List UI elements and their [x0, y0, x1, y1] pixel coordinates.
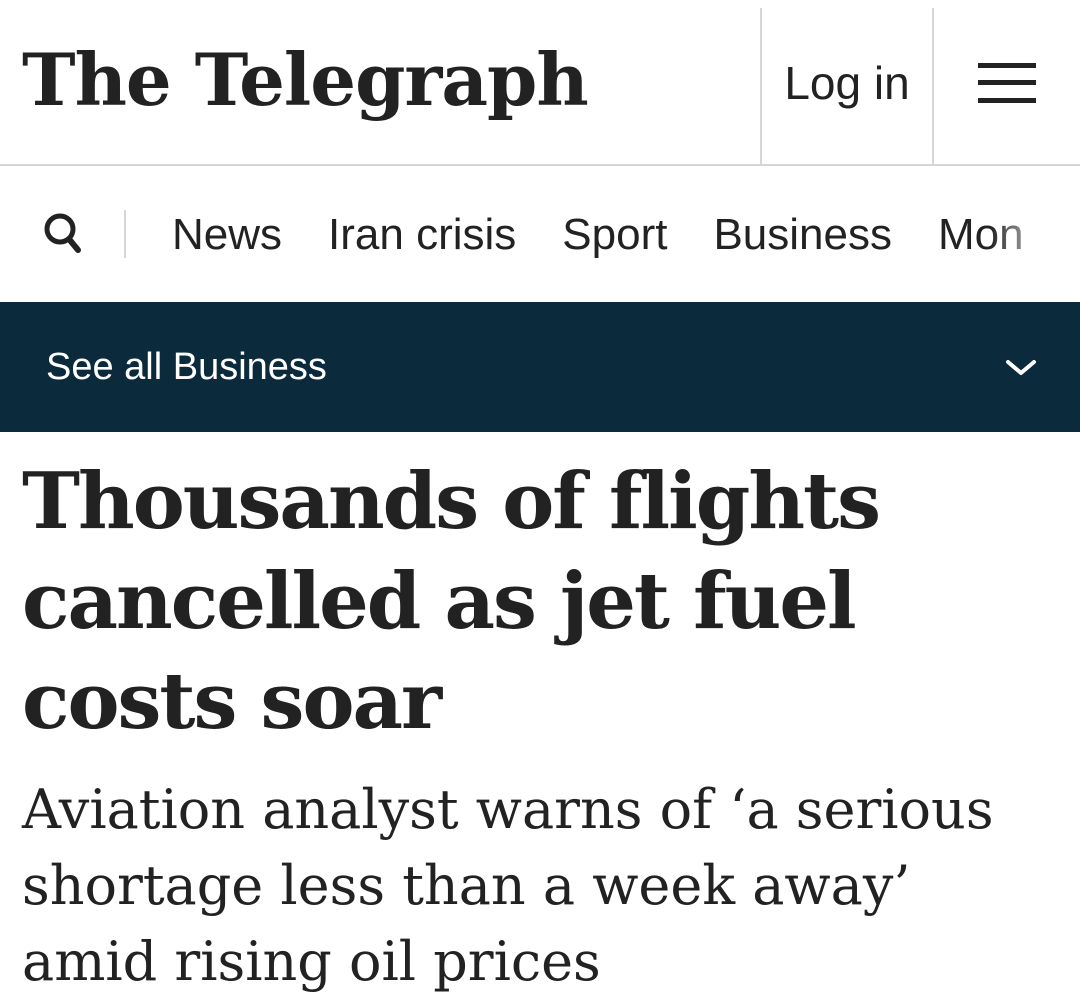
nav-item-business[interactable]: Business [713, 210, 892, 259]
site-header: The Telegraph Log in [0, 0, 1080, 166]
nav-divider [124, 210, 126, 258]
see-all-business-dropdown[interactable]: See all Business [0, 302, 1080, 432]
article-headline: Thousands of flights cancelled as jet fu… [22, 456, 881, 747]
main-nav: News Iran crisis Sport Business Mon [0, 168, 1080, 302]
search-icon [44, 213, 81, 253]
header-divider [760, 8, 762, 166]
login-button[interactable]: Log in [784, 57, 910, 109]
search-button[interactable] [30, 198, 100, 268]
header-divider [932, 8, 934, 166]
telegraph-logo[interactable]: The Telegraph [22, 37, 589, 122]
nav-item-money[interactable]: Mon [938, 210, 1024, 259]
article-standfirst: Aviation analyst warns of ‘a serious sho… [22, 778, 994, 993]
menu-button[interactable] [934, 0, 1080, 166]
nav-item-news[interactable]: News [172, 210, 283, 259]
hamburger-menu-icon [978, 63, 1036, 103]
nav-item-iran-crisis[interactable]: Iran crisis [328, 210, 517, 259]
nav-item-sport[interactable]: Sport [562, 210, 668, 259]
section-label: See all Business [46, 345, 327, 388]
nav-items: News Iran crisis Sport Business Mon [172, 168, 1070, 302]
chevron-down-icon [1006, 360, 1036, 375]
